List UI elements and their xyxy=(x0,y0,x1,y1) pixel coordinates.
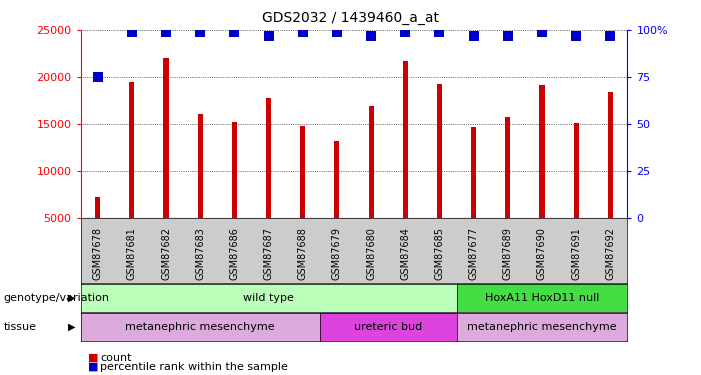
Text: wild type: wild type xyxy=(243,293,294,303)
Text: percentile rank within the sample: percentile rank within the sample xyxy=(100,362,288,372)
Point xyxy=(434,29,445,35)
Text: GSM87681: GSM87681 xyxy=(127,227,137,280)
Text: GSM87689: GSM87689 xyxy=(503,227,513,280)
Text: genotype/variation: genotype/variation xyxy=(4,293,109,303)
Point xyxy=(571,33,582,39)
Point xyxy=(92,74,103,80)
Point xyxy=(161,29,172,35)
Bar xyxy=(471,127,476,218)
Point xyxy=(400,29,411,35)
Text: GSM87687: GSM87687 xyxy=(264,227,273,280)
Text: GSM87677: GSM87677 xyxy=(468,227,479,280)
Point xyxy=(536,29,547,35)
Text: ▶: ▶ xyxy=(69,322,76,332)
Bar xyxy=(129,82,135,218)
Text: ■: ■ xyxy=(88,362,98,372)
Text: GSM87684: GSM87684 xyxy=(400,227,410,280)
Text: GSM87690: GSM87690 xyxy=(537,227,547,280)
Point xyxy=(195,29,206,35)
Point xyxy=(297,29,308,35)
Text: GSM87691: GSM87691 xyxy=(571,227,581,280)
Text: count: count xyxy=(100,353,132,363)
Text: ureteric bud: ureteric bud xyxy=(354,322,422,332)
Point xyxy=(126,29,137,35)
Bar xyxy=(266,98,271,218)
Text: ▶: ▶ xyxy=(69,293,76,303)
Bar xyxy=(437,84,442,218)
Text: GSM87683: GSM87683 xyxy=(195,227,205,280)
Text: GSM87678: GSM87678 xyxy=(93,227,103,280)
Text: metanephric mesenchyme: metanephric mesenchyme xyxy=(467,322,617,332)
Point xyxy=(365,33,376,39)
Text: GSM87692: GSM87692 xyxy=(605,227,615,280)
Point xyxy=(332,29,343,35)
Text: GSM87682: GSM87682 xyxy=(161,227,171,280)
Text: GSM87679: GSM87679 xyxy=(332,227,342,280)
Bar xyxy=(334,141,339,218)
Text: GSM87680: GSM87680 xyxy=(366,227,376,280)
Bar xyxy=(163,58,169,217)
Bar xyxy=(232,122,237,218)
Text: tissue: tissue xyxy=(4,322,36,332)
Bar xyxy=(539,86,545,218)
Bar xyxy=(608,92,613,218)
Text: GSM87685: GSM87685 xyxy=(435,227,444,280)
Bar xyxy=(300,126,306,218)
Bar xyxy=(573,123,579,218)
Bar xyxy=(505,117,510,218)
Text: ■: ■ xyxy=(88,353,98,363)
Point xyxy=(605,33,616,39)
Point xyxy=(263,33,274,39)
Text: metanephric mesenchyme: metanephric mesenchyme xyxy=(125,322,275,332)
Point xyxy=(468,33,479,39)
Text: HoxA11 HoxD11 null: HoxA11 HoxD11 null xyxy=(485,293,599,303)
Bar xyxy=(402,61,408,217)
Point xyxy=(502,33,513,39)
Bar xyxy=(198,114,203,218)
Point xyxy=(229,29,240,35)
Bar xyxy=(369,106,374,218)
Text: GSM87688: GSM87688 xyxy=(298,227,308,280)
Text: GDS2032 / 1439460_a_at: GDS2032 / 1439460_a_at xyxy=(262,11,439,25)
Bar xyxy=(95,197,100,217)
Text: GSM87686: GSM87686 xyxy=(229,227,240,280)
